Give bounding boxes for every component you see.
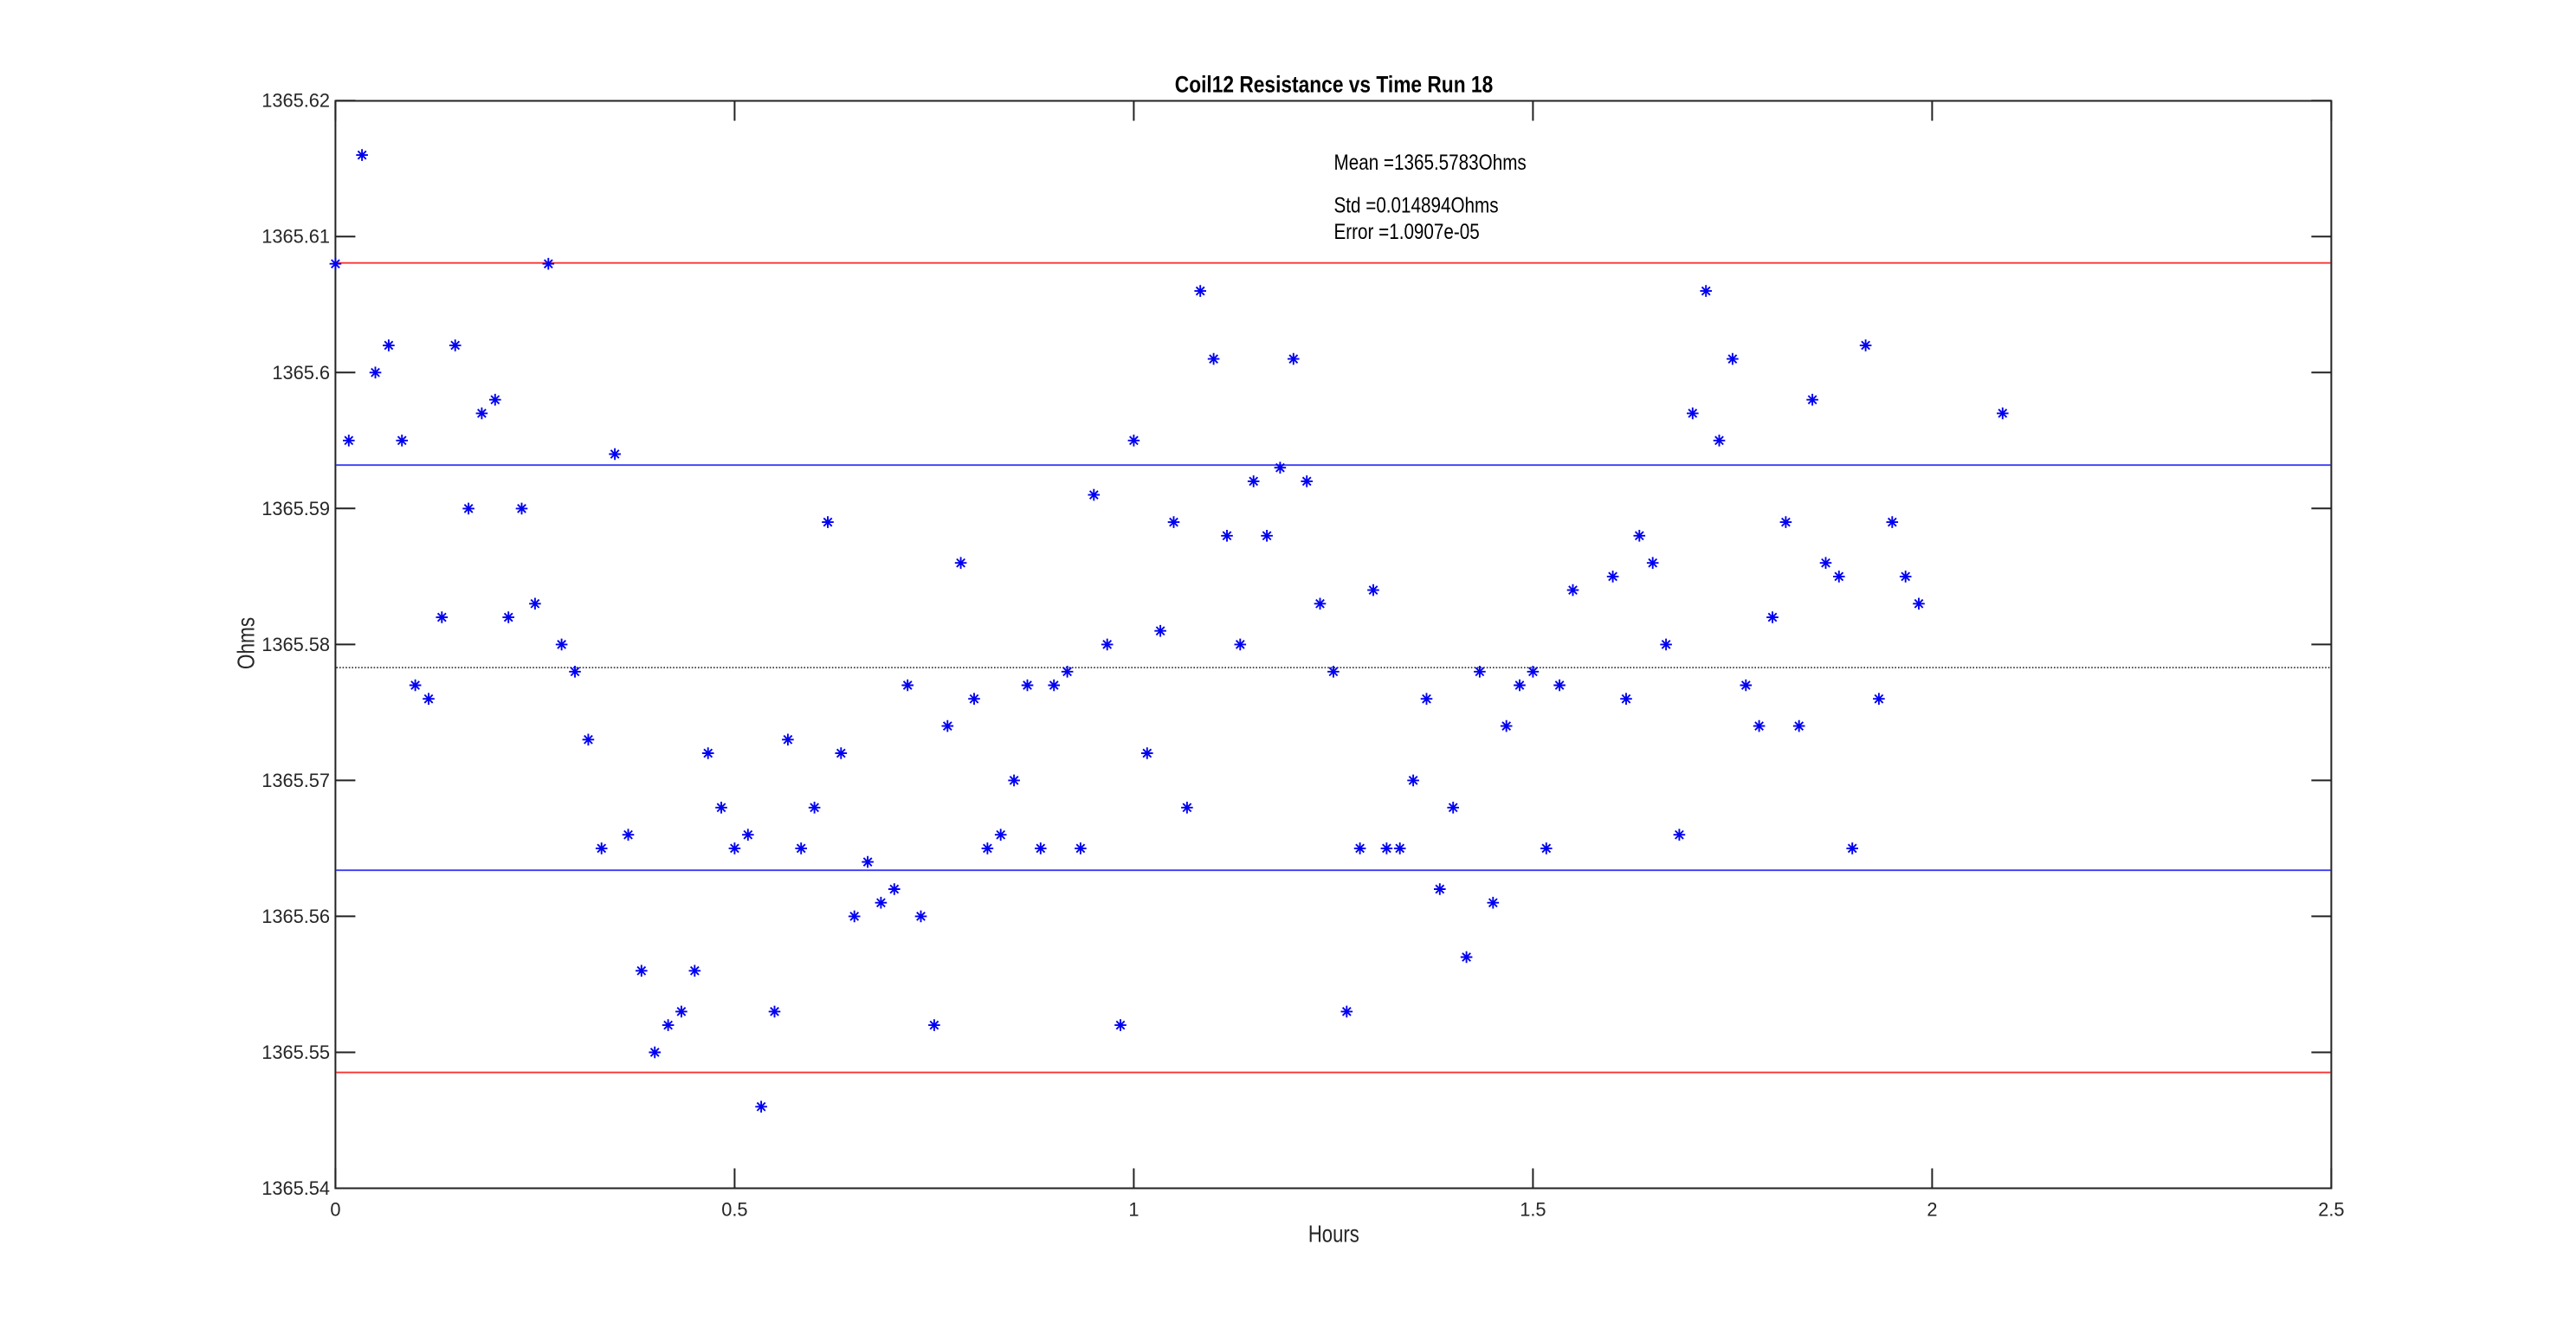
svg-text:2.5: 2.5	[2318, 1199, 2344, 1221]
svg-text:1365.56: 1365.56	[261, 906, 330, 927]
svg-text:1365.62: 1365.62	[261, 90, 330, 112]
svg-text:1365.59: 1365.59	[261, 498, 330, 519]
svg-text:Ohms: Ohms	[233, 617, 260, 669]
svg-text:1: 1	[1128, 1199, 1139, 1221]
svg-text:2: 2	[1927, 1199, 1937, 1221]
svg-text:1365.54: 1365.54	[261, 1177, 330, 1199]
svg-text:0.5: 0.5	[721, 1199, 747, 1221]
svg-text:Hours: Hours	[1308, 1221, 1359, 1248]
svg-text:Coil12 Resistance vs Time Run: Coil12 Resistance vs Time Run 18	[1175, 73, 1494, 98]
svg-text:1365.58: 1365.58	[261, 634, 330, 655]
svg-text:Error =1.0907e-05: Error =1.0907e-05	[1334, 219, 1480, 243]
svg-text:1365.6: 1365.6	[272, 362, 330, 384]
svg-text:0: 0	[330, 1199, 340, 1221]
svg-text:Mean =1365.5783Ohms: Mean =1365.5783Ohms	[1334, 150, 1527, 174]
svg-text:1365.55: 1365.55	[261, 1042, 330, 1063]
svg-text:Std =0.014894Ohms: Std =0.014894Ohms	[1334, 193, 1499, 217]
svg-text:1365.61: 1365.61	[261, 226, 330, 248]
svg-text:1.5: 1.5	[1520, 1199, 1546, 1221]
svg-text:1365.57: 1365.57	[261, 770, 330, 791]
